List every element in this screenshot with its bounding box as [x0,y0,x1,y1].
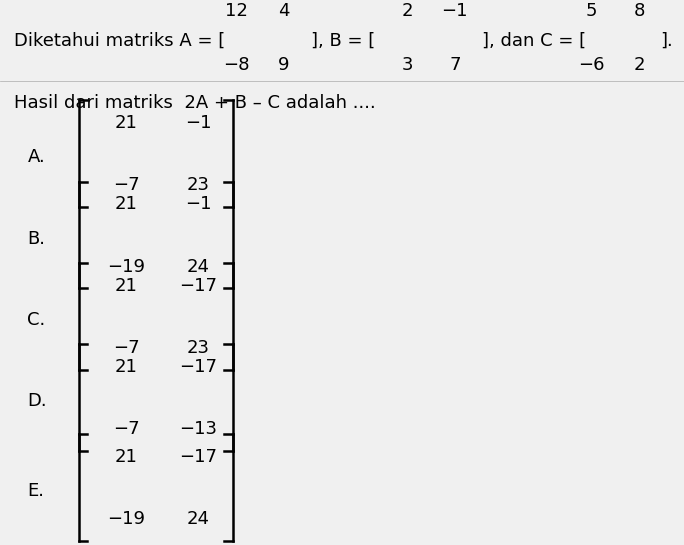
Text: −7: −7 [114,421,140,439]
Text: 21: 21 [115,277,138,295]
Text: 8: 8 [634,2,645,20]
Text: 5: 5 [586,2,597,20]
Text: Hasil dari matriks  2A + B – C adalah ....: Hasil dari matriks 2A + B – C adalah ...… [14,94,376,112]
Text: −19: −19 [107,510,146,528]
Text: 12: 12 [224,2,248,20]
Text: 2: 2 [634,56,645,74]
Text: Diketahui matriks A = [: Diketahui matriks A = [ [14,32,225,50]
Text: E.: E. [27,482,44,500]
Text: 3: 3 [402,56,412,74]
Text: 21: 21 [115,196,138,214]
Text: −1: −1 [185,196,211,214]
Text: −17: −17 [179,447,218,465]
Text: B.: B. [27,229,45,247]
Text: 24: 24 [187,510,210,528]
Text: ].: ]. [660,32,673,50]
Text: 7: 7 [449,56,460,74]
Text: −17: −17 [179,358,218,376]
Text: ], B = [: ], B = [ [311,32,376,50]
Text: −1: −1 [185,114,211,132]
Text: −8: −8 [223,56,249,74]
Text: ], dan C = [: ], dan C = [ [482,32,586,50]
Text: D.: D. [27,392,47,410]
Text: C.: C. [27,311,46,329]
Text: 2: 2 [402,2,412,20]
Text: 21: 21 [115,358,138,376]
Text: −1: −1 [442,2,468,20]
Text: 24: 24 [187,258,210,276]
Text: 23: 23 [187,177,210,195]
Text: −7: −7 [114,177,140,195]
Text: 9: 9 [278,56,289,74]
Text: 21: 21 [115,114,138,132]
Text: −13: −13 [179,421,218,439]
Text: −19: −19 [107,258,146,276]
Text: −7: −7 [114,339,140,357]
Text: 21: 21 [115,447,138,465]
Text: 23: 23 [187,339,210,357]
Text: −6: −6 [579,56,605,74]
Text: 4: 4 [278,2,289,20]
Text: A.: A. [27,148,45,166]
Text: −17: −17 [179,277,218,295]
